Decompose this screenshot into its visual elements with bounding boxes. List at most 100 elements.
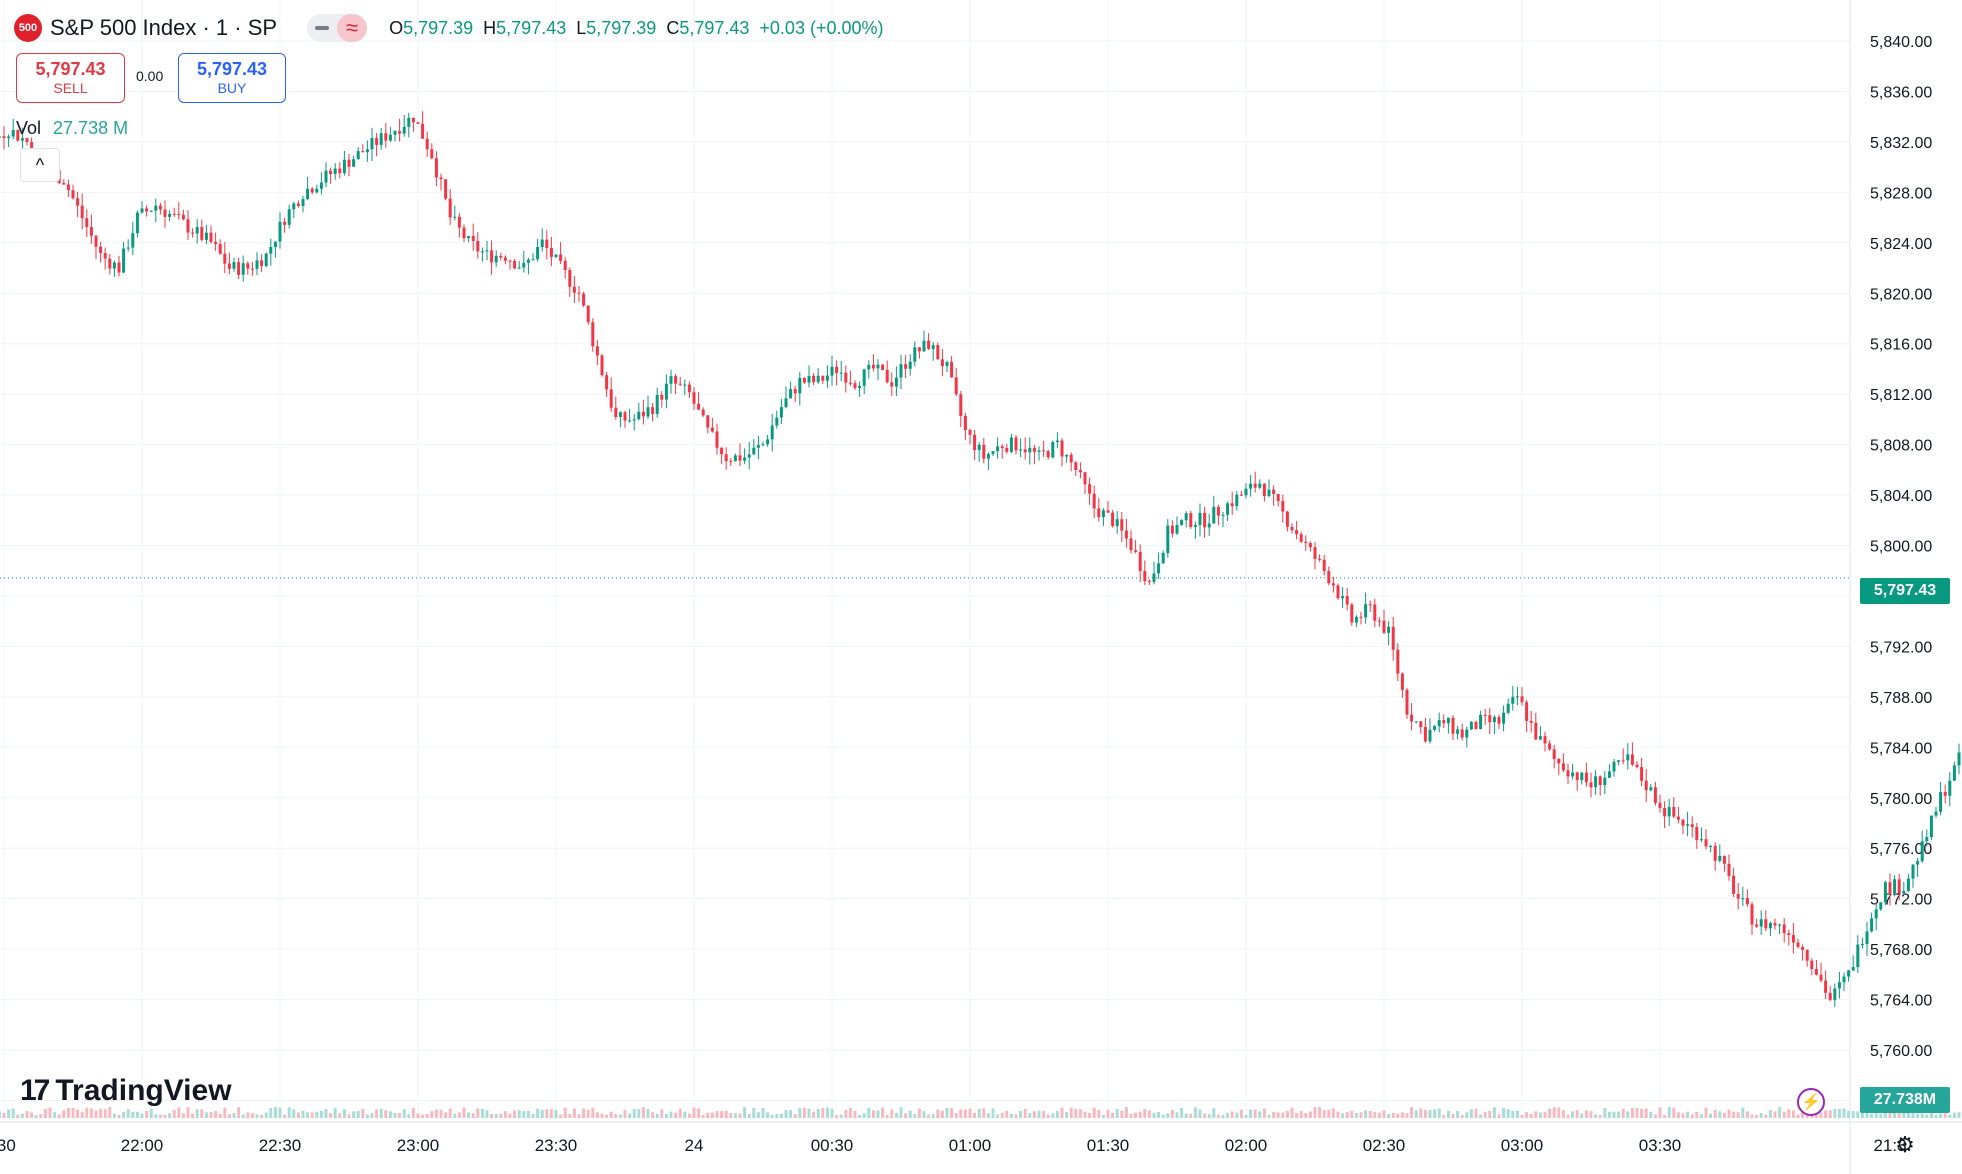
price-tick-label: 5,812.00 [1870,387,1932,404]
volume-bar [145,1110,149,1118]
volume-bar [1354,1112,1358,1118]
wave-icon[interactable]: ≈ [337,14,368,42]
candle-body [1101,510,1105,518]
candle-body [80,205,84,219]
candle-body [591,322,595,347]
volume-bar [968,1108,972,1118]
volume-bar [1782,1111,1786,1118]
volume-bar [1189,1113,1193,1118]
volume-bar [706,1112,710,1118]
candle-body [287,209,291,225]
candle-body [20,138,24,141]
volume-bar [821,1108,825,1118]
candle-body [572,286,576,293]
volume-bar [1598,1114,1602,1118]
candle-body [158,205,162,210]
volume-bar [609,1111,613,1118]
volume-bar [421,1114,425,1118]
volume-bar [448,1108,452,1118]
volume-bar [1603,1108,1607,1118]
volume-bar [1814,1114,1818,1118]
volume-bar [1166,1113,1170,1118]
candle-body [223,253,227,264]
candle-body [1787,933,1791,936]
candle-body [1805,949,1809,961]
candle-body [1032,447,1036,452]
tradingview-logo[interactable]: 17 TradingView [20,1074,232,1108]
lightning-icon[interactable]: ⚡ [1797,1088,1825,1116]
gear-icon[interactable]: ⚙ [1895,1132,1915,1157]
candle-body [945,361,949,367]
volume-bar [103,1109,107,1118]
time-tick-label: 23:30 [535,1136,578,1155]
candle-body [1722,855,1726,864]
sell-price: 5,797.43 [35,59,106,79]
volume-bar [1065,1112,1069,1118]
candle-body [1046,451,1050,458]
candle-body [568,270,572,287]
volume-bar [1824,1110,1828,1118]
candle-body [1267,489,1271,497]
candle-body [536,247,540,260]
volume-legend[interactable]: Vol 27.738 M [16,118,128,139]
volume-bar [241,1114,245,1118]
volume-bar [43,1108,47,1118]
candle-body [1796,942,1800,947]
candle-body [329,170,333,174]
candle-body [168,213,172,217]
volume-bar [1239,1109,1243,1118]
series-toggle-pill[interactable]: ≈ [307,14,368,42]
volume-bar [444,1112,448,1118]
candle-body [1663,807,1667,817]
volume-bar [407,1114,411,1118]
candle-body [1088,484,1092,494]
volume-bar [1952,1112,1956,1118]
volume-bar [959,1109,963,1118]
candle-body [315,188,319,193]
volume-bar [1571,1111,1575,1118]
price-tick-label: 5,788.00 [1870,690,1932,707]
volume-bar [186,1107,190,1118]
candle-body [1635,764,1639,768]
sell-button[interactable]: 5,797.43 SELL [16,53,125,103]
candle-body [1690,824,1694,828]
minus-icon[interactable] [307,14,337,42]
volume-bar [674,1112,678,1118]
ohlc-close: C5,797.43 [666,17,750,38]
volume-bar [655,1113,659,1118]
candle-body [1258,483,1262,488]
volume-bar [315,1111,319,1118]
volume-bar [862,1113,866,1118]
candle-body [1727,863,1731,876]
volume-bar [1828,1110,1832,1118]
candle-body [678,383,682,385]
candle-body [1768,923,1772,929]
volume-bar [1299,1111,1303,1118]
volume-bar [715,1111,719,1118]
candle-body [844,372,848,383]
volume-bar [457,1112,461,1118]
volume-bar [1787,1109,1791,1118]
candle-body [1226,503,1230,515]
volume-bar [1387,1113,1391,1118]
volume-bar [1285,1110,1289,1118]
volume-bar [549,1109,553,1118]
volume-bar [352,1111,356,1118]
candle-body [384,133,388,141]
collapse-legend-button[interactable]: ^ [20,148,60,182]
candle-body [1847,970,1851,977]
volume-bar [1023,1108,1027,1118]
volume-bar [628,1113,632,1118]
sell-label: SELL [53,80,88,96]
symbol-title[interactable]: S&P 500 Index · 1 · SP [50,15,278,40]
candle-body [660,394,664,400]
volume-bar [20,1113,24,1118]
candle-body [439,177,443,180]
volume-bar [1019,1110,1023,1118]
volume-bar [1948,1114,1952,1118]
volume-bar [1295,1113,1299,1118]
volume-bar [973,1112,977,1118]
buy-button[interactable]: 5,797.43 BUY [178,53,286,103]
